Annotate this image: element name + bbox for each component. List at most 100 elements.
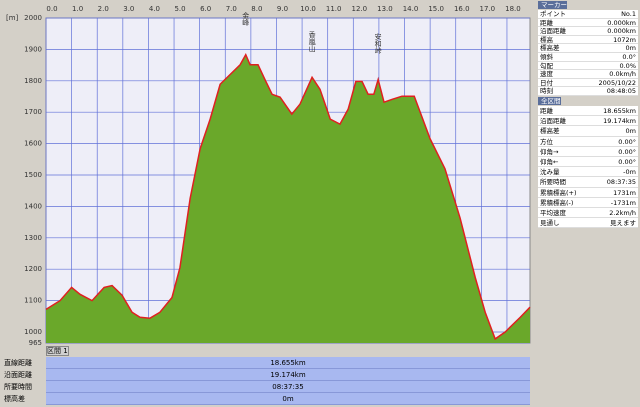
row-value: 08:37:35 [606,178,636,187]
panel-row: 標高 1072m [538,35,638,45]
row-value: 0.00° [618,157,636,166]
y-tick-label: 1200 [24,265,42,273]
x-tick-label: 8.0 [251,5,262,13]
panel-row: 勾配 0.0% [538,61,638,71]
y-tick-label: 1600 [24,140,42,148]
row-value: 0.0% [619,61,636,70]
peak-label: 安和峠 [374,32,382,55]
row-label: 累積標高(-) [540,198,574,207]
row-label: 標高差 [4,395,25,403]
x-tick-label: 7.0 [226,5,237,13]
row-label: 時刻 [540,87,553,96]
row-label: 累積標高(+) [540,188,577,197]
row-value: 19.174km [603,117,636,126]
y-tick-label: 1300 [24,234,42,242]
row-value: 2.2km/h [609,208,636,217]
panel-row: 速度 0.0km/h [538,70,638,79]
y-tick-label: 2000 [24,14,42,22]
panel-row: 沈み量 -0m [538,167,638,178]
row-label: 速度 [540,70,553,79]
y-unit: [m] [6,14,19,22]
x-tick-label: 2.0 [98,5,109,13]
elevation-area [46,54,530,343]
x-tick-label: 9.0 [277,5,288,13]
panel-row: 日付 2005/10/22 [538,78,638,88]
panel-row: ポイント No.1 [538,10,638,19]
panel-row: 沿面距離 0.000km [538,27,638,36]
panel-row: 距離 0.000km [538,18,638,28]
profile-chart: [m] 965 1000 1100 1200 1300 1400 1500 1600 1700 1… [6,5,531,345]
row-label: 勾配 [540,61,553,70]
row-value: 0m [282,395,294,403]
row-label: ポイント [540,10,566,18]
y-tick-label: 1800 [24,77,42,85]
row-label: 所要時間 [4,383,32,391]
x-tick-label: 10.0 [300,5,316,13]
row-value: 18.655km [270,359,306,367]
row-label: 標高差 [540,44,560,53]
panel-row: 時刻 08:48:05 [538,87,638,96]
y-tick-label: 1900 [24,45,42,53]
row-value: 0.0km/h [609,70,636,79]
peak-label: 金峰 [242,11,250,26]
row-value: 見えます [610,219,636,228]
x-tick-label: 5.0 [174,5,185,13]
x-tick-label: 17.0 [480,5,496,13]
panel-title: 全区間 [538,97,561,105]
row-value: 0.000km [607,18,636,27]
y-tick-label: 1400 [24,202,42,210]
x-tick-label: 0.0 [46,5,57,13]
row-label: 傾斜 [540,52,553,61]
section-row: 標高差 0m [4,393,530,405]
panel-row: 平均速度 2.2km/h [538,207,638,219]
x-tick-label: 11.0 [326,5,342,13]
section-row: 直線距離 18.655km [4,357,530,369]
x-tick-label: 1.0 [72,5,83,13]
row-label: 沿面距離 [4,371,32,379]
y-tick-label: 1100 [24,297,42,305]
section-row: 沿面距離 19.174km [4,369,530,381]
row-label: 直線距離 [4,359,32,367]
row-value: 0.000km [607,27,636,36]
panel-row: 距離 18.655km [538,106,638,117]
section-title: 区間 1 [46,346,69,356]
row-label: 仰角← [540,157,559,166]
row-value: 2005/10/22 [598,78,636,87]
panel-row: 標高差 0m [538,126,638,137]
row-value: 0.0° [622,52,636,61]
x-tick-label: 16.0 [454,5,470,13]
panel-title: マーカー [538,1,567,9]
panel-row: 累積標高(+) 1731m [538,187,638,198]
x-tick-label: 18.0 [505,5,521,13]
elevation-line [45,53,531,341]
y-tick-label: 1700 [24,108,42,116]
x-tick-label: 3.0 [123,5,134,13]
x-tick-label: 12.0 [352,5,368,13]
panel-row: 標高差 0m [538,44,638,53]
y-tick-label: 965 [29,339,42,345]
row-value: 18.655km [603,107,636,115]
section-row: 所要時間 08:37:35 [4,381,530,393]
total-panel: 全区間 距離 18.655km 沿面距離 19.174km 標高差 0m 方位 0.00° 仰角→… [538,97,638,229]
row-label: 所要時間 [540,178,566,187]
x-tick-label: 6.0 [200,5,211,13]
row-label: 見通し [540,219,560,228]
x-tick-label: 14.0 [403,5,419,13]
row-value: 0m [625,127,636,136]
row-value: 0.00° [618,137,636,146]
panel-row: 所要時間 08:37:35 [538,177,638,188]
row-value: -0m [623,168,636,177]
row-label: 沿面距離 [540,27,566,36]
row-label: 距離 [540,18,553,27]
panel-row: 累積標高(-) -1731m [538,197,638,208]
row-label: 標高 [540,35,553,44]
x-tick-label: 13.0 [377,5,393,13]
peak-label: 香嵐山 [308,30,316,53]
row-value: 0m [625,44,636,53]
row-value: 08:48:05 [606,87,636,96]
row-label: 距離 [540,107,553,115]
panel-row: 沿面距離 19.174km [538,116,638,127]
row-value: 1731m [613,188,636,197]
row-value: 1072m [613,35,636,44]
